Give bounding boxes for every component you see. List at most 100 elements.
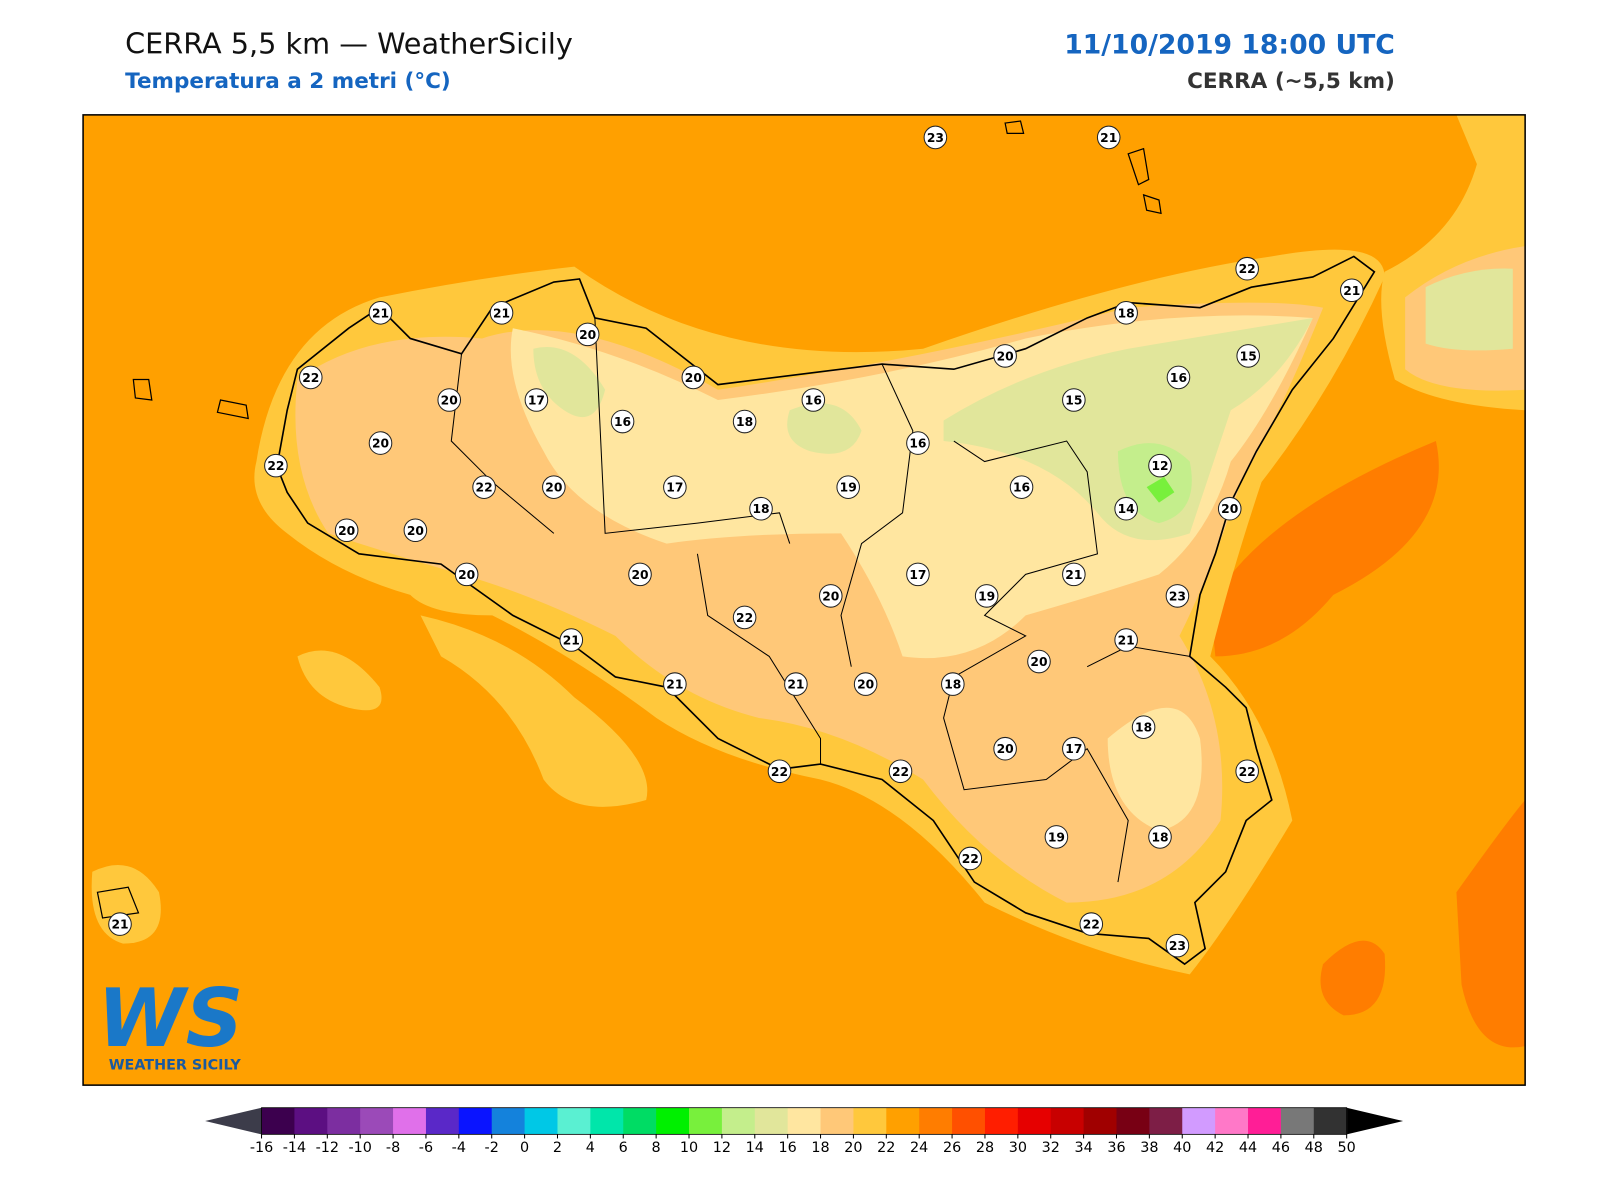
station-marker (1062, 388, 1086, 412)
station-marker (1165, 584, 1190, 608)
station-marker (993, 736, 1017, 761)
station-marker (628, 562, 652, 587)
station-value: 20 (372, 437, 389, 451)
colorbar-tick-label: 34 (1074, 1140, 1092, 1156)
station-value: 16 (1013, 481, 1030, 495)
station-marker (334, 518, 359, 543)
station-value: 20 (822, 589, 839, 603)
station-marker (681, 365, 706, 390)
calabria-core (1425, 268, 1513, 351)
colorbar-tick-label: -12 (316, 1140, 339, 1156)
colorbar-bin (787, 1107, 822, 1135)
colorbar-tick-label: 32 (1042, 1140, 1060, 1156)
station-marker (906, 431, 930, 455)
colorbar-tick-label: 10 (680, 1140, 698, 1156)
colorbar-tick-label: 16 (779, 1140, 797, 1156)
station-marker (1236, 344, 1260, 368)
station-value: 21 (493, 306, 510, 320)
station-marker (368, 301, 393, 325)
colorbar-tick-label: -16 (250, 1140, 273, 1156)
station-value: 22 (736, 611, 753, 625)
colorbar-bin (1149, 1107, 1183, 1135)
colorbar-tick-label: -6 (419, 1140, 433, 1156)
station-marker (663, 475, 687, 499)
station-value: 20 (407, 524, 424, 538)
colorbar-bin (656, 1107, 690, 1135)
land-fresh (533, 347, 606, 418)
station-value: 14 (1118, 502, 1135, 516)
colorbar-bin (360, 1107, 394, 1135)
colorbar-bin (1116, 1107, 1150, 1135)
colorbar-bin (623, 1107, 657, 1135)
colorbar-bin (393, 1107, 427, 1135)
station-marker (1114, 496, 1138, 521)
colorbar-bin (491, 1107, 526, 1135)
colorbar-tick-label: 28 (976, 1140, 994, 1156)
station-value: 22 (892, 765, 909, 779)
station-value: 22 (302, 371, 319, 385)
colorbar-tick-label: -10 (348, 1140, 371, 1156)
warm-area (1456, 800, 1526, 1048)
colorbar-bin (919, 1107, 953, 1135)
colorbar-bin (294, 1107, 328, 1135)
station-marker (1131, 715, 1156, 739)
station-marker (1027, 649, 1051, 674)
colorbar-bin (1280, 1107, 1315, 1135)
colorbar-tick-label: 50 (1338, 1140, 1356, 1156)
colorbar-bin (1182, 1107, 1216, 1135)
station-value: 22 (1239, 765, 1256, 779)
station-marker (941, 672, 965, 696)
colorbar-tick-label: 12 (713, 1140, 731, 1156)
station-value: 22 (1239, 262, 1256, 276)
station-marker (853, 672, 878, 696)
title: CERRA 5,5 km — WeatherSicily (125, 26, 573, 60)
station-marker (575, 322, 600, 347)
colorbar-tick-label: 36 (1107, 1140, 1125, 1156)
colorbar-bin (1083, 1107, 1118, 1135)
station-marker (1217, 496, 1242, 521)
station-value: 16 (1170, 371, 1187, 385)
colorbar-tick-label: 18 (811, 1140, 829, 1156)
colorbar-bin (984, 1107, 1019, 1135)
station-marker (1009, 475, 1034, 499)
station-marker (1096, 125, 1121, 150)
date: 11/10/2019 18:00 UTC (1064, 29, 1395, 60)
station-marker (767, 759, 792, 784)
station-value: 21 (372, 306, 389, 320)
logo-mark: WS (97, 972, 243, 1065)
station-marker (559, 628, 584, 652)
station-marker (454, 562, 479, 587)
station-marker (368, 431, 393, 455)
station-value: 15 (1065, 394, 1082, 408)
station-marker (1166, 365, 1191, 390)
station-marker (801, 388, 826, 412)
colorbar-over (1346, 1107, 1404, 1135)
colorbar-frame (261, 1107, 1348, 1135)
colorbar-bin (853, 1107, 887, 1135)
colorbar-tick-label: 42 (1206, 1140, 1224, 1156)
colorbar-tick-label: 14 (746, 1140, 764, 1156)
land-fresh (787, 403, 862, 454)
station-value: 18 (752, 502, 769, 516)
station-value: 17 (1065, 742, 1082, 756)
station-value: 22 (771, 765, 788, 779)
colorbar-bin (1215, 1107, 1249, 1135)
station-marker (974, 584, 999, 608)
station-marker (1062, 736, 1086, 761)
station-marker (489, 301, 514, 325)
station-value: 20 (545, 481, 562, 495)
province-border (450, 317, 1190, 883)
station-value: 21 (666, 678, 683, 692)
station-value: 20 (579, 328, 596, 342)
colorbar-bin (458, 1107, 493, 1135)
coastline (276, 255, 1376, 966)
colorbar-tick-label: 26 (943, 1140, 961, 1156)
islands (96, 120, 1162, 919)
colorbar-tick-label: -14 (283, 1140, 306, 1156)
colorbar-tick-label: 48 (1305, 1140, 1323, 1156)
colorbar-tick-label: 30 (1009, 1140, 1027, 1156)
station-value: 15 (1240, 349, 1257, 363)
station-value: 19 (978, 589, 995, 603)
